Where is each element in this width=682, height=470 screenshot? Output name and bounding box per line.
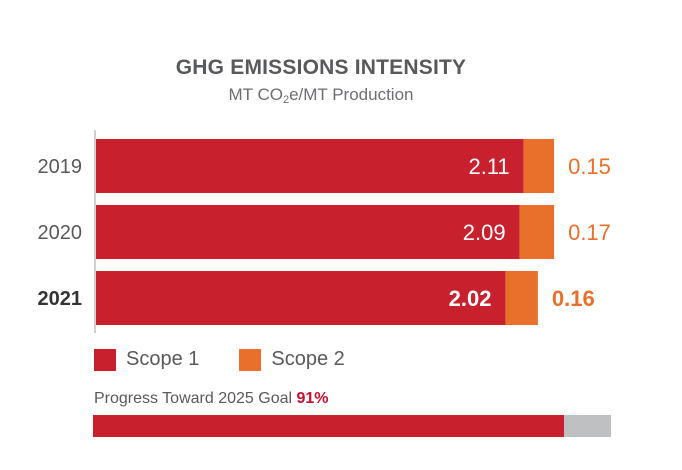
legend-label-scope1: Scope 1: [126, 348, 200, 370]
data-label-scope1-2021: 2.02: [449, 286, 492, 311]
chart-legend: Scope 1 Scope 2: [94, 348, 385, 371]
data-label-scope1-2020: 2.09: [463, 220, 506, 245]
legend-item-scope2: Scope 2: [239, 348, 345, 371]
bar-scope1-2019: [96, 139, 524, 193]
bar-scope2-2021: [505, 271, 538, 325]
subtitle-subscript: 2: [282, 94, 290, 106]
bar-scope2-2020: [519, 205, 555, 259]
progress-fill: [93, 415, 565, 437]
bar-scope1-2021: [96, 271, 506, 325]
data-label-scope2-2021: 0.16: [552, 286, 595, 311]
category-label-2020: 2020: [38, 222, 83, 244]
progress-label: Progress Toward 2025 Goal 91%: [94, 390, 329, 408]
progress-label-text: Progress Toward 2025 Goal: [94, 390, 293, 407]
legend-swatch-scope1: [94, 348, 116, 371]
bar-scope2-2019: [523, 139, 555, 193]
legend-label-scope2: Scope 2: [271, 348, 345, 370]
legend-swatch-scope2: [239, 348, 262, 371]
chart-title: GHG EMISSIONS INTENSITY: [175, 56, 467, 79]
progress-track: [93, 415, 611, 437]
subtitle-prefix: MT CO: [228, 85, 283, 104]
bar-chart: 2019 2.11 0.15 2020 2.09 0.17 2021 2.02 0.16: [38, 130, 611, 333]
data-label-scope1-2019: 2.11: [468, 154, 509, 179]
bar-scope1-2020: [96, 205, 520, 259]
data-label-scope2-2020: 0.17: [568, 220, 611, 245]
category-label-2021: 2021: [38, 288, 83, 310]
legend-item-scope1: Scope 1: [94, 348, 199, 371]
subtitle-suffix: e/MT Production: [289, 85, 414, 104]
chart-subtitle: MT CO2e/MT Production: [0, 85, 642, 106]
category-label-2019: 2019: [38, 156, 83, 178]
progress-percent: 91%: [296, 390, 329, 407]
data-label-scope2-2019: 0.15: [568, 154, 611, 179]
